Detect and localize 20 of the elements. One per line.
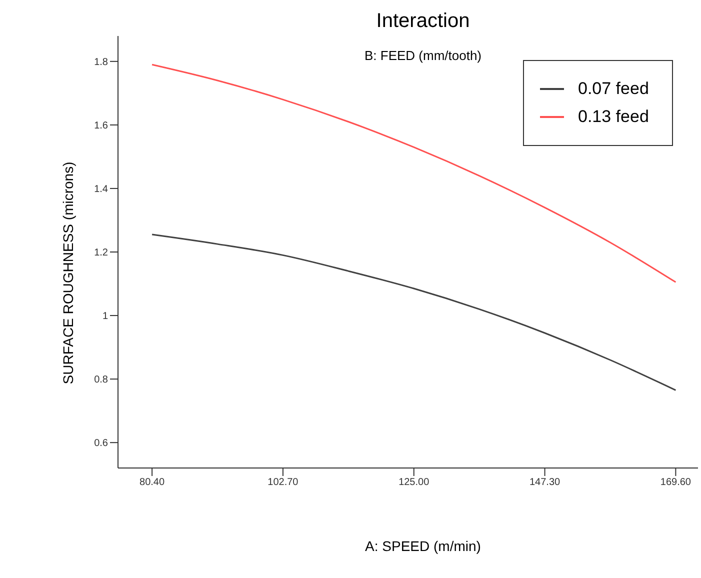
line-series — [151, 64, 676, 283]
x-tick-label: 80.40 — [140, 477, 165, 488]
x-tick-label: 147.30 — [529, 477, 561, 488]
x-tick-label: 169.60 — [660, 477, 692, 488]
x-tick-label: 102.70 — [268, 477, 299, 488]
x-axis-title: A: SPEED (m/min) — [364, 538, 482, 554]
x-tick-label: 125.00 — [398, 477, 430, 488]
y-tick-label: 1 — [102, 311, 108, 322]
y-tick-label: 1.4 — [94, 184, 108, 196]
chart-title: Interaction — [375, 10, 471, 33]
legend-label: 0.07 feed — [578, 79, 649, 99]
y-tick-label: 1.8 — [94, 56, 108, 68]
y-tick-label: 1.6 — [94, 120, 108, 132]
y-tick-label: 1.2 — [94, 248, 108, 259]
line-series — [151, 234, 676, 391]
y-tick-label: 0.6 — [94, 438, 108, 450]
text: B: FEED (mm/tooth) — [363, 48, 483, 63]
y-tick-label: 0.8 — [94, 374, 108, 386]
legend-label: 0.13 feed — [578, 107, 649, 127]
y-axis-title: SURFACE ROUGHNESS (microns) — [60, 162, 76, 384]
